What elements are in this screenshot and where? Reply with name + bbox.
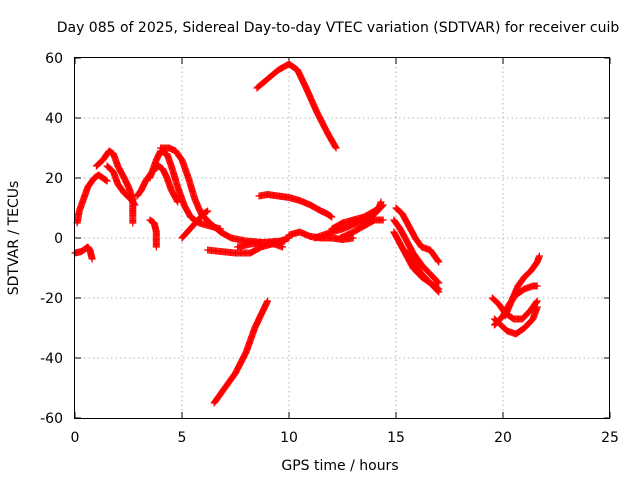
data-point <box>434 278 442 286</box>
data-point <box>331 143 339 151</box>
series-arc-20 <box>390 216 443 287</box>
series-arc-14 <box>255 191 336 221</box>
series-arc-19 <box>392 204 443 266</box>
data-point <box>328 213 336 221</box>
x-tick-label: 20 <box>494 430 512 446</box>
y-tick-label: -60 <box>40 411 63 427</box>
series-arc-24 <box>490 303 541 338</box>
x-tick-label: 15 <box>387 430 405 446</box>
data-point <box>535 252 543 260</box>
series-arc-4 <box>103 162 139 209</box>
series-arc-11 <box>234 239 287 251</box>
data-point <box>435 279 443 287</box>
data-point <box>204 207 212 215</box>
series-arc-9 <box>178 207 212 242</box>
data-point <box>131 201 139 209</box>
y-tick-label: 60 <box>45 51 63 67</box>
data-point <box>533 297 541 305</box>
axis-ticks: 0 5 10 15 20 25 -60 -40 -20 0 20 40 60 <box>40 51 619 446</box>
series-arc-12 <box>210 297 272 407</box>
data-point <box>379 216 387 224</box>
data-point <box>533 298 541 306</box>
series-arc-26 <box>501 252 543 320</box>
data-point <box>152 243 160 251</box>
y-tick-label: 0 <box>54 231 63 247</box>
data-point <box>264 297 272 305</box>
series-arc-3 <box>92 147 137 227</box>
data-point <box>435 288 443 296</box>
series-arc-22 <box>401 246 443 296</box>
data-point <box>533 282 541 290</box>
y-tick-label: -20 <box>40 291 63 307</box>
x-axis-label: GPS time / hours <box>281 458 398 474</box>
x-tick-label: 25 <box>601 430 619 446</box>
data-point <box>129 219 137 227</box>
data-point <box>533 303 541 311</box>
series-arc-18 <box>336 216 387 242</box>
data-point <box>130 200 138 208</box>
series-arc-17 <box>328 198 385 233</box>
plot-frame <box>74 57 610 419</box>
data-point <box>377 198 385 206</box>
data-point <box>103 177 111 185</box>
y-tick-label: -40 <box>40 351 63 367</box>
x-tick-label: 0 <box>71 430 80 446</box>
data-point <box>281 237 289 245</box>
series-arc-6 <box>146 216 160 251</box>
y-tick-label: 40 <box>45 111 63 127</box>
y-axis-label: SDTVAR / TECUs <box>6 181 22 296</box>
series-arc-1 <box>71 243 96 263</box>
chart-title: Day 085 of 2025, Sidereal Day-to-day VTE… <box>57 20 620 36</box>
data-point <box>349 234 357 242</box>
x-tick-label: 10 <box>280 430 298 446</box>
data-point <box>434 257 442 265</box>
series-arc-13 <box>253 60 340 152</box>
x-tick-label: 5 <box>178 430 187 446</box>
data-points <box>71 60 543 407</box>
data-point <box>434 287 442 295</box>
data-point <box>88 255 96 263</box>
series-arc-2 <box>73 171 111 227</box>
data-point <box>332 144 340 152</box>
y-tick-label: 20 <box>45 171 63 187</box>
data-point <box>279 243 287 251</box>
data-point <box>435 258 443 266</box>
